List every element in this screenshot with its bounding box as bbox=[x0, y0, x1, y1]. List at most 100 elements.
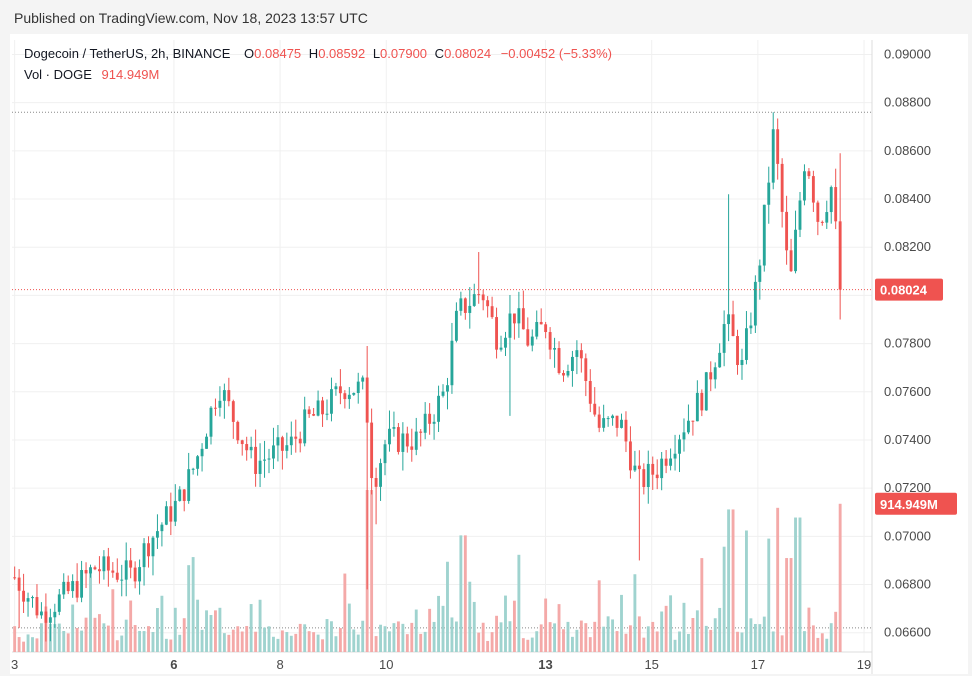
volume-bar bbox=[330, 621, 333, 652]
volume-bar bbox=[35, 638, 39, 652]
candle-body bbox=[169, 506, 173, 522]
candle-body bbox=[312, 414, 316, 416]
volume-bar bbox=[379, 624, 382, 652]
volume-bar bbox=[249, 604, 253, 652]
volume-bar bbox=[713, 618, 717, 652]
volume-legend: Vol · DOGE 914.949M bbox=[24, 67, 159, 82]
volume-bar bbox=[731, 509, 735, 652]
candle-body bbox=[330, 389, 333, 414]
candle-body bbox=[548, 332, 552, 350]
chart-panel bbox=[10, 34, 968, 674]
volume-bar bbox=[704, 625, 708, 652]
candle-body bbox=[388, 428, 391, 445]
candle-body bbox=[718, 352, 722, 368]
candle-body bbox=[575, 350, 579, 357]
candle-body bbox=[316, 400, 320, 416]
candle-body bbox=[361, 377, 365, 382]
volume-bar bbox=[642, 637, 646, 652]
volume-bar bbox=[794, 517, 797, 652]
volume-bar bbox=[820, 633, 824, 652]
candle-body bbox=[803, 171, 806, 201]
candle-body bbox=[62, 581, 66, 595]
candle-body bbox=[530, 336, 534, 346]
candle-body bbox=[356, 381, 360, 393]
candle-body bbox=[383, 444, 387, 464]
candle-body bbox=[352, 392, 356, 395]
volume-bar bbox=[736, 631, 739, 652]
candle-body bbox=[771, 129, 775, 183]
y-tick-label: 0.07800 bbox=[884, 336, 931, 351]
volume-bar bbox=[419, 633, 423, 652]
volume-bar bbox=[606, 616, 610, 652]
volume-bar bbox=[637, 616, 641, 652]
candle-body bbox=[133, 567, 137, 582]
volume-bar bbox=[579, 620, 583, 652]
x-tick-label: 3 bbox=[11, 657, 18, 672]
volume-bar bbox=[811, 625, 815, 652]
volume-bar bbox=[66, 633, 70, 652]
y-tick-label: 0.08800 bbox=[884, 95, 931, 110]
candle-body bbox=[637, 465, 641, 470]
candle-body bbox=[17, 577, 21, 591]
volume-bar bbox=[695, 610, 699, 652]
volume-bar bbox=[517, 554, 521, 652]
volume-bar bbox=[178, 634, 182, 652]
candle-body bbox=[138, 567, 142, 582]
volume-bar bbox=[633, 574, 637, 652]
candle-body bbox=[245, 444, 249, 451]
y-tick-label: 0.07000 bbox=[884, 528, 931, 543]
candle-body bbox=[539, 321, 543, 325]
candle-body bbox=[651, 463, 655, 475]
volume-bar bbox=[548, 622, 552, 652]
candle-body bbox=[834, 187, 838, 222]
volume-label[interactable]: Vol · DOGE bbox=[24, 67, 92, 82]
volume-bar bbox=[521, 638, 525, 652]
candle-body bbox=[557, 348, 561, 373]
candle-body bbox=[89, 567, 92, 574]
volume-bar bbox=[553, 623, 557, 652]
candle-body bbox=[93, 567, 97, 570]
candle-body bbox=[664, 458, 668, 466]
volume-bar bbox=[173, 607, 177, 652]
symbol-title[interactable]: Dogecoin / TetherUS, 2h, BINANCE bbox=[24, 46, 231, 61]
candle-body bbox=[205, 436, 208, 449]
y-tick-label: 0.07600 bbox=[884, 384, 931, 399]
candle-body bbox=[222, 390, 226, 401]
volume-bar bbox=[414, 609, 418, 652]
ohlc-legend: Dogecoin / TetherUS, 2h, BINANCE O0.0847… bbox=[24, 46, 612, 61]
candle-body bbox=[468, 305, 472, 313]
volume-bar bbox=[84, 617, 88, 652]
volume-bar bbox=[138, 630, 142, 652]
volume-bar bbox=[298, 623, 302, 652]
volume-bar bbox=[486, 640, 490, 652]
volume-bar bbox=[39, 623, 43, 652]
candle-body bbox=[620, 419, 623, 428]
candle-body bbox=[544, 324, 548, 333]
volume-bar bbox=[584, 623, 588, 652]
volume-bar bbox=[236, 626, 240, 652]
volume-bar bbox=[624, 633, 628, 652]
volume-bar bbox=[526, 639, 530, 652]
volume-bar bbox=[504, 595, 507, 652]
candle-body bbox=[695, 392, 699, 422]
volume-bar bbox=[490, 632, 494, 652]
volume-bar bbox=[410, 622, 414, 652]
volume-bar bbox=[651, 621, 655, 652]
candle-body bbox=[249, 446, 253, 451]
volume-bar bbox=[441, 605, 445, 652]
volume-bar bbox=[655, 631, 659, 652]
volume-bar bbox=[31, 637, 34, 652]
volume-bar bbox=[499, 622, 503, 652]
candle-body bbox=[160, 524, 164, 532]
candle-body bbox=[472, 294, 476, 306]
volume-bar bbox=[75, 627, 79, 652]
candle-body bbox=[454, 310, 458, 341]
candle-body bbox=[646, 463, 650, 487]
candle-body bbox=[628, 441, 632, 471]
volume-bar bbox=[776, 507, 780, 652]
y-tick-label: 0.09000 bbox=[884, 46, 931, 61]
volume-bar bbox=[468, 581, 472, 652]
volume-bar bbox=[272, 636, 275, 652]
y-tick-label: 0.08200 bbox=[884, 239, 931, 254]
